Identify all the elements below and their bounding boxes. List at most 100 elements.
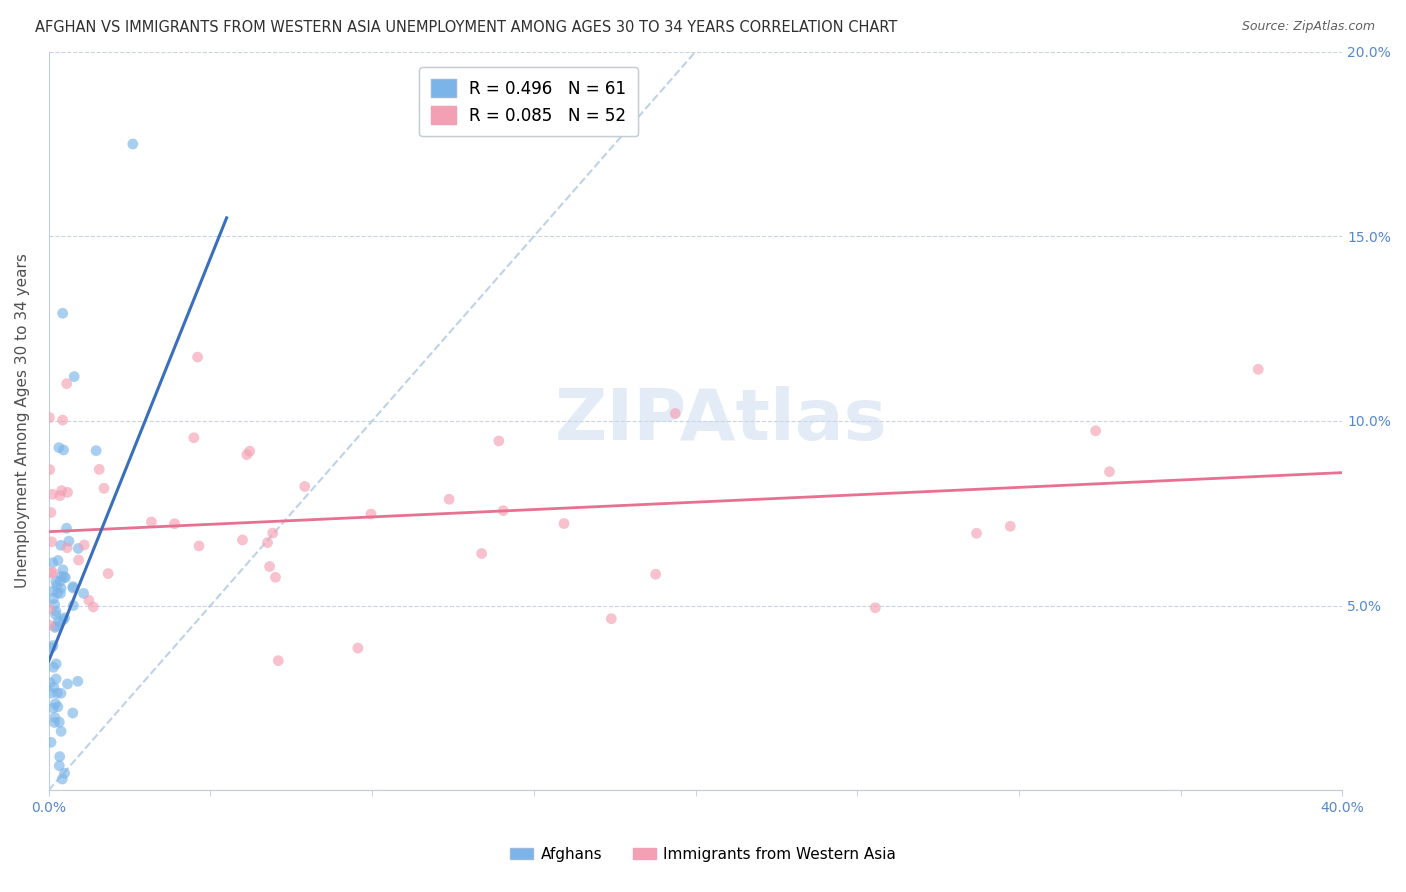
Point: [492, 503, 515, 517]
Point: [42, 660, 65, 674]
Point: [38, 462, 60, 476]
Point: [62, 706, 84, 720]
Point: [187, 350, 209, 364]
Point: [49, 686, 72, 700]
Point: [236, 448, 259, 462]
Point: [93, 481, 115, 495]
Point: [48, 441, 70, 455]
Point: [72, 586, 94, 600]
Point: [966, 526, 988, 541]
Point: [41, 487, 63, 501]
Point: [52, 442, 75, 457]
Point: [55, 376, 77, 391]
Point: [49, 581, 72, 595]
Point: [239, 444, 262, 458]
Point: [53, 766, 76, 780]
Point: [42, 591, 65, 606]
Point: [45, 607, 67, 622]
Point: [73, 538, 96, 552]
Point: [84, 443, 107, 458]
Point: [52, 306, 75, 320]
Point: [67, 541, 90, 556]
Point: [39, 566, 62, 580]
Point: [55, 521, 77, 535]
Text: ZIPAtlas: ZIPAtlas: [555, 386, 887, 456]
Point: [56, 541, 79, 555]
Point: [865, 600, 887, 615]
Point: [44, 697, 66, 711]
Point: [45, 574, 67, 589]
Point: [49, 586, 72, 600]
Point: [62, 599, 84, 613]
Point: [347, 641, 370, 656]
Point: [39, 735, 62, 749]
Point: [42, 566, 65, 580]
Point: [45, 604, 67, 618]
Point: [259, 559, 281, 574]
Point: [77, 593, 100, 607]
Point: [46, 586, 69, 600]
Point: [1000, 519, 1022, 533]
Point: [53, 611, 76, 625]
Point: [488, 434, 510, 448]
Point: [53, 571, 76, 585]
Point: [51, 483, 73, 498]
Point: [66, 674, 89, 689]
Point: [188, 539, 211, 553]
Y-axis label: Unemployment Among Ages 30 to 34 years: Unemployment Among Ages 30 to 34 years: [15, 253, 30, 589]
Point: [49, 574, 72, 588]
Point: [121, 136, 143, 151]
Point: [38, 602, 60, 616]
Point: [41, 534, 63, 549]
Point: [56, 677, 79, 691]
Point: [44, 715, 66, 730]
Point: [262, 526, 284, 541]
Point: [51, 772, 73, 786]
Point: [44, 620, 66, 634]
Point: [294, 479, 316, 493]
Point: [46, 553, 69, 567]
Point: [67, 553, 90, 567]
Point: [56, 485, 79, 500]
Point: [53, 570, 76, 584]
Point: [267, 654, 290, 668]
Point: [82, 599, 104, 614]
Point: [89, 462, 111, 476]
Point: [39, 675, 62, 690]
Point: [256, 535, 278, 549]
Point: [264, 570, 287, 584]
Point: [48, 758, 70, 772]
Legend: Afghans, Immigrants from Western Asia: Afghans, Immigrants from Western Asia: [503, 841, 903, 868]
Point: [553, 516, 575, 531]
Point: [42, 556, 65, 570]
Point: [48, 615, 70, 629]
Text: Source: ZipAtlas.com: Source: ZipAtlas.com: [1241, 20, 1375, 33]
Point: [42, 701, 65, 715]
Point: [44, 598, 66, 612]
Point: [46, 686, 69, 700]
Point: [52, 563, 75, 577]
Point: [644, 567, 666, 582]
Point: [38, 618, 60, 632]
Point: [42, 639, 65, 653]
Point: [49, 489, 72, 503]
Point: [49, 538, 72, 552]
Point: [58, 534, 80, 549]
Point: [39, 686, 62, 700]
Point: [39, 506, 62, 520]
Point: [471, 546, 494, 560]
Point: [52, 613, 75, 627]
Point: [48, 749, 70, 764]
Point: [63, 369, 86, 384]
Text: AFGHAN VS IMMIGRANTS FROM WESTERN ASIA UNEMPLOYMENT AMONG AGES 30 TO 34 YEARS CO: AFGHAN VS IMMIGRANTS FROM WESTERN ASIA U…: [35, 20, 897, 35]
Point: [62, 581, 84, 595]
Point: [62, 580, 84, 594]
Point: [48, 715, 70, 730]
Point: [41, 640, 63, 655]
Point: [600, 612, 623, 626]
Point: [45, 657, 67, 671]
Point: [141, 515, 163, 529]
Point: [45, 579, 67, 593]
Legend: R = 0.496   N = 61, R = 0.085   N = 52: R = 0.496 N = 61, R = 0.085 N = 52: [419, 68, 638, 136]
Point: [360, 507, 382, 521]
